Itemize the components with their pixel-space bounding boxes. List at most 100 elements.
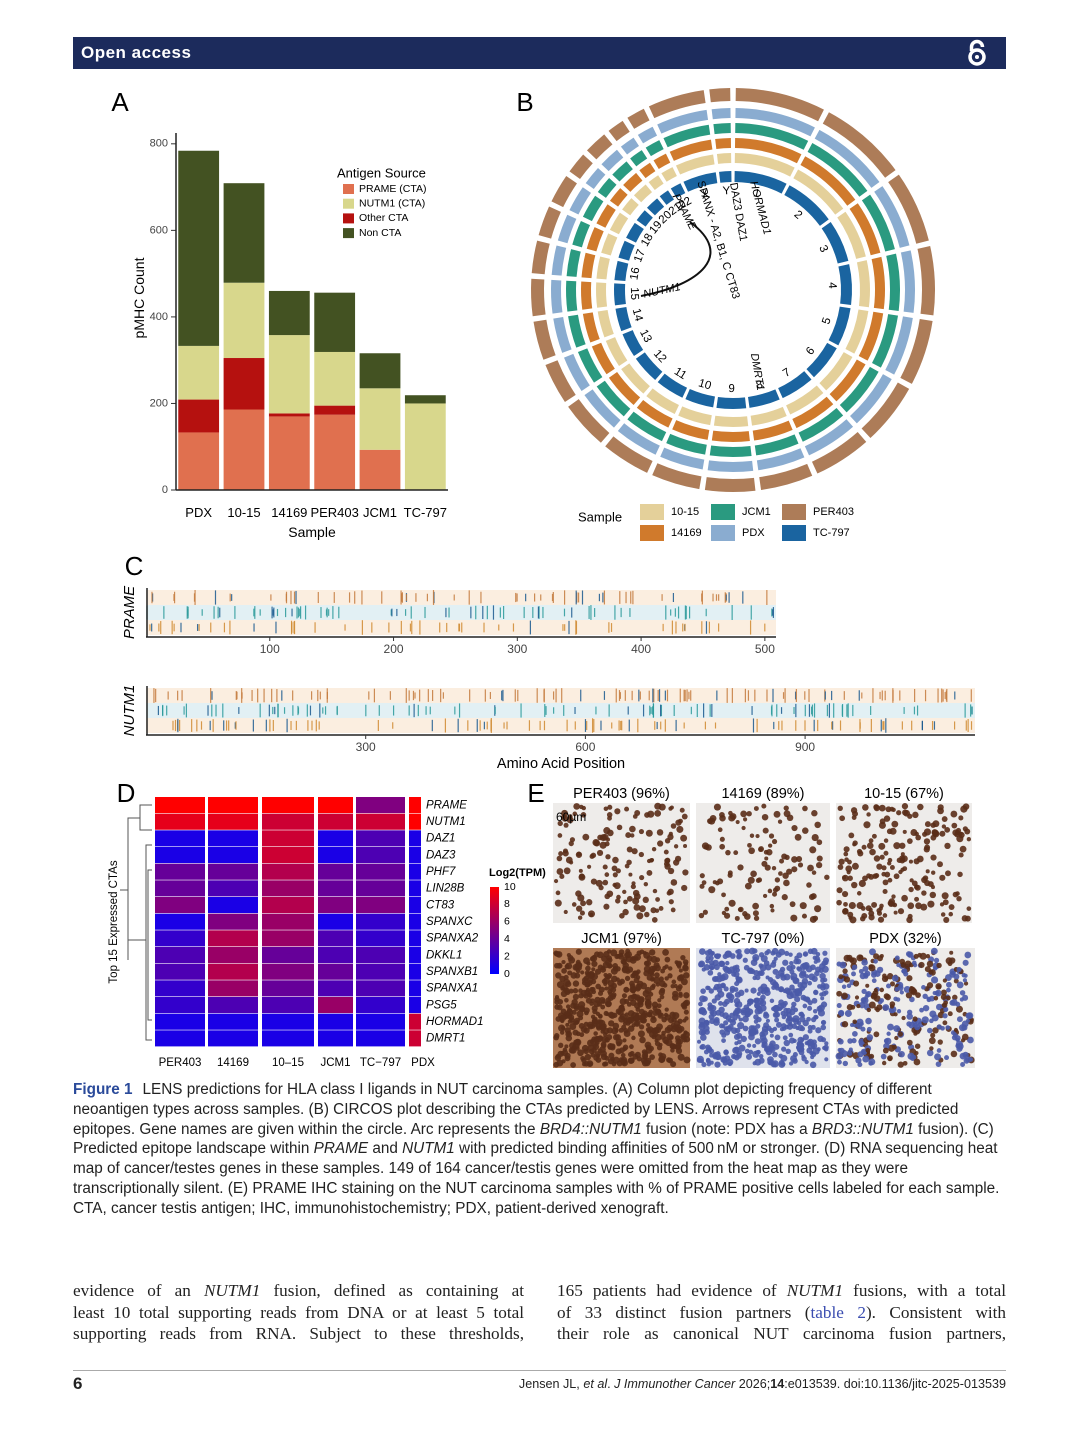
cell: [558, 1024, 566, 1032]
cell: [809, 1061, 817, 1069]
cell: [822, 1045, 827, 1051]
legend-swatch: [343, 213, 354, 224]
cell: [556, 868, 564, 875]
cell: [851, 881, 858, 889]
cell: [907, 913, 913, 919]
cell: [667, 888, 674, 895]
legend-swatch: [343, 184, 354, 194]
cell: [708, 950, 715, 957]
cell: [926, 1049, 934, 1057]
cell: [708, 1013, 715, 1020]
circos-track: [792, 396, 834, 429]
cell: [791, 1023, 798, 1029]
y-tick-label: 400: [150, 311, 168, 323]
heatmap-cell: [409, 880, 421, 897]
cell: [906, 1021, 912, 1027]
cell: [820, 1019, 827, 1026]
cell: [742, 1025, 749, 1032]
x-tick-label: PDX: [185, 505, 212, 520]
heatmap-cell: [262, 813, 314, 830]
cell: [766, 849, 773, 856]
circos-track: [666, 433, 707, 455]
cell: [716, 983, 722, 989]
cell: [681, 813, 688, 820]
cell: [734, 1007, 741, 1014]
cell: [664, 1007, 669, 1012]
cell: [724, 912, 731, 919]
circos-track: [734, 138, 802, 164]
cell: [700, 1043, 706, 1050]
cell: [731, 1027, 738, 1034]
cell: [747, 967, 754, 974]
column-label: 14169: [217, 1057, 249, 1069]
heatmap-cell: [356, 797, 405, 814]
cell: [569, 837, 576, 843]
cell: [914, 1051, 919, 1056]
text-run: Jensen JL,: [518, 1377, 584, 1391]
heatmap-cell: [262, 863, 314, 880]
cell: [721, 973, 729, 981]
heatmap-cell: [208, 1013, 258, 1030]
cell: [673, 983, 678, 989]
circos-track: [637, 126, 658, 144]
cell: [767, 843, 773, 848]
cell: [622, 889, 627, 895]
cell: [633, 1014, 640, 1022]
cell: [902, 809, 909, 816]
cell: [607, 829, 614, 837]
bar-segment: [404, 403, 446, 490]
cell: [922, 993, 928, 1000]
cell: [820, 996, 825, 1001]
x-tick-label: 300: [356, 740, 376, 754]
cell: [623, 986, 630, 993]
cell: [590, 1014, 596, 1020]
cell: [778, 999, 785, 1006]
cell: [796, 855, 803, 863]
cell: [950, 810, 958, 818]
legend-tick-label: 2: [504, 950, 510, 962]
cell: [921, 985, 926, 990]
track-band: [146, 703, 975, 718]
text-line: supporting reads from RNA. Subject to th…: [73, 1323, 524, 1345]
cell: [792, 1058, 798, 1064]
cell: [850, 1004, 856, 1010]
cell: [881, 865, 887, 871]
cell: [784, 950, 790, 956]
cell: [959, 845, 967, 853]
heatmap-cell: [318, 963, 353, 980]
open-access-icon: [968, 39, 986, 66]
cell: [744, 882, 752, 890]
cell: [605, 854, 611, 860]
cell: [729, 813, 737, 820]
cell: [724, 1049, 729, 1054]
cell: [752, 954, 760, 962]
cell: [868, 1001, 876, 1009]
cell: [934, 1053, 942, 1061]
cell: [770, 908, 775, 913]
cell: [907, 1052, 915, 1060]
cell: [866, 1026, 872, 1032]
cell: [576, 851, 582, 857]
circos-track: [596, 282, 608, 308]
circos-track: [819, 352, 853, 391]
cell: [759, 1004, 767, 1012]
cell: [616, 894, 621, 900]
text-run: 14: [770, 1377, 785, 1391]
cell: [842, 908, 849, 915]
cell: [813, 1014, 819, 1020]
cell: [742, 817, 748, 822]
x-tick-label: 100: [260, 642, 280, 656]
text-run: LENS predictions for HLA class I ligands…: [73, 1081, 959, 1138]
cell: [929, 891, 937, 899]
cell: [843, 954, 851, 962]
cell: [737, 907, 743, 912]
circos-track: [586, 227, 604, 252]
cell: [822, 983, 830, 990]
cell: [767, 888, 773, 894]
cell: [911, 960, 917, 966]
circos-track: [735, 108, 815, 137]
cell: [940, 912, 946, 917]
cell: [861, 997, 869, 1005]
row-label: DAZ3: [426, 849, 456, 861]
cell: [868, 838, 874, 844]
